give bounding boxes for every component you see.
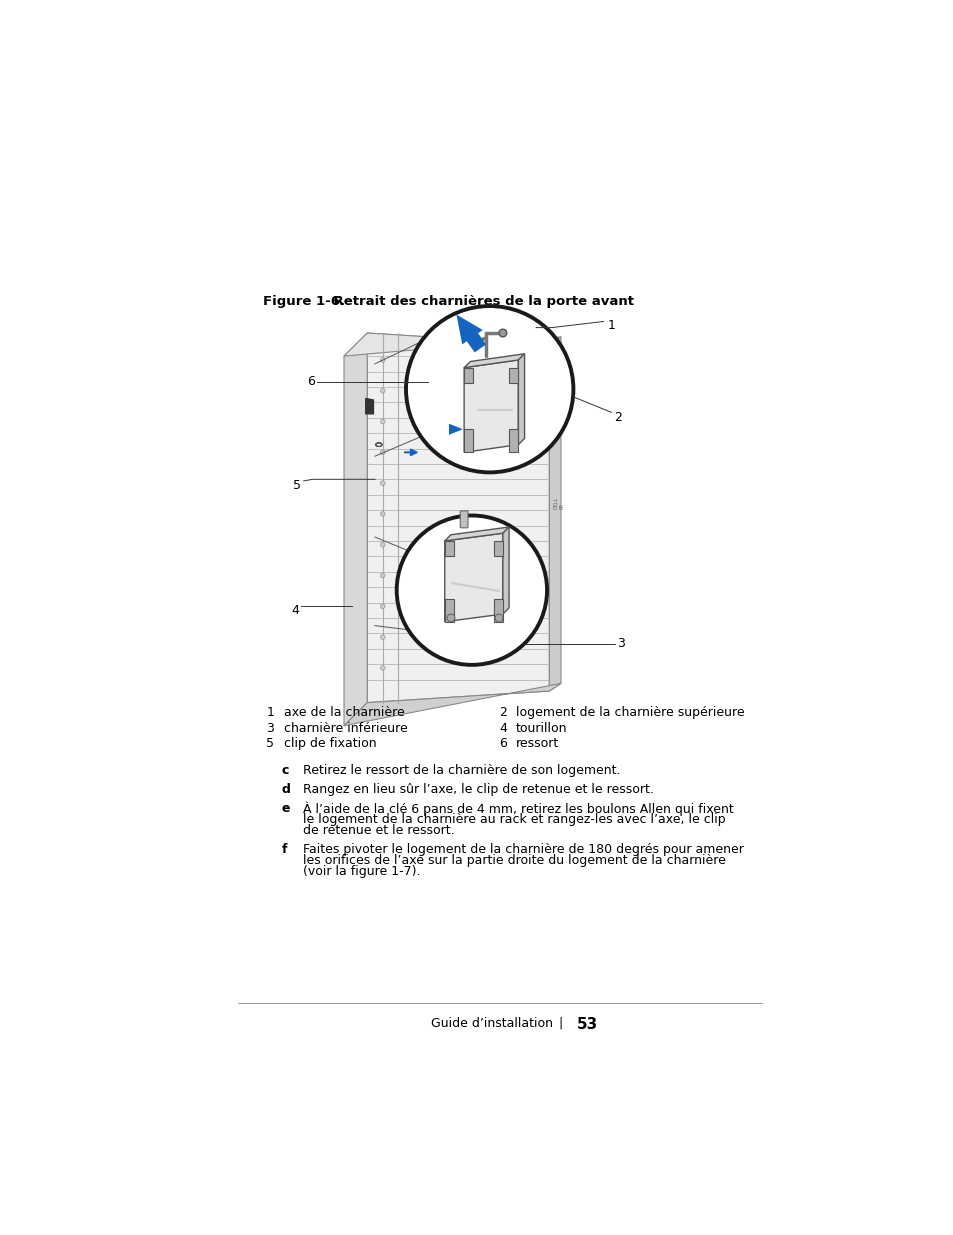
FancyBboxPatch shape [459,511,468,527]
Polygon shape [365,399,373,414]
Circle shape [380,480,385,485]
Text: 4: 4 [291,604,298,618]
Circle shape [380,542,385,547]
Text: Faites pivoter le logement de la charnière de 180 degrés pour amener: Faites pivoter le logement de la charniè… [303,844,743,856]
Polygon shape [464,359,517,452]
Polygon shape [509,368,517,383]
Polygon shape [493,599,502,621]
Text: Figure 1-6.: Figure 1-6. [262,294,344,308]
Text: le logement de la charnière au rack et rangez-les avec l’axe, le clip: le logement de la charnière au rack et r… [303,813,725,826]
Text: 3: 3 [617,637,625,651]
Polygon shape [344,333,367,726]
Polygon shape [444,527,509,541]
Text: 2: 2 [613,411,621,424]
Text: 6: 6 [498,737,506,750]
Circle shape [447,614,455,621]
Circle shape [380,666,385,671]
FancyArrowPatch shape [456,315,485,352]
Circle shape [498,330,506,337]
Text: Guide d’installation: Guide d’installation [431,1016,553,1030]
Circle shape [380,389,385,393]
Text: axe de la charnière: axe de la charnière [283,706,404,720]
Polygon shape [444,599,454,621]
Text: 1: 1 [607,319,615,332]
Text: (voir la figure 1-7).: (voir la figure 1-7). [303,866,420,878]
Polygon shape [367,333,549,703]
Polygon shape [493,541,502,556]
Circle shape [380,419,385,424]
Text: 2: 2 [498,706,506,720]
FancyArrowPatch shape [449,424,462,435]
Text: 5: 5 [294,479,301,493]
Text: charnière inférieure: charnière inférieure [283,721,407,735]
Circle shape [380,511,385,516]
Circle shape [495,614,502,621]
Polygon shape [464,368,473,383]
Text: de retenue et le ressort.: de retenue et le ressort. [303,824,454,837]
Polygon shape [344,683,560,726]
Text: DELL
PE: DELL PE [553,496,563,509]
Text: tourillon: tourillon [516,721,567,735]
Text: Retirez le ressort de la charnière de son logement.: Retirez le ressort de la charnière de so… [303,764,619,777]
Text: 5: 5 [266,737,274,750]
Circle shape [380,604,385,609]
Text: À l’aide de la clé 6 pans de 4 mm, retirez les boulons Allen qui fixent: À l’aide de la clé 6 pans de 4 mm, retir… [303,802,733,816]
Polygon shape [509,430,517,452]
Text: f: f [282,844,287,856]
Polygon shape [502,527,509,614]
Circle shape [380,450,385,454]
FancyArrowPatch shape [404,450,416,456]
Text: 6: 6 [306,375,314,388]
Circle shape [396,515,546,664]
Circle shape [406,306,573,472]
Text: c: c [282,764,289,777]
Polygon shape [444,534,502,621]
Text: ressort: ressort [516,737,558,750]
Text: clip de fixation: clip de fixation [283,737,375,750]
Text: Retrait des charnières de la porte avant: Retrait des charnières de la porte avant [315,294,634,308]
Circle shape [380,635,385,640]
Polygon shape [444,541,454,556]
Text: 3: 3 [266,721,274,735]
Text: |: | [558,1016,562,1030]
Polygon shape [464,430,473,452]
Text: 53: 53 [576,1016,598,1031]
Text: 4: 4 [498,721,506,735]
Text: Rangez en lieu sûr l’axe, le clip de retenue et le ressort.: Rangez en lieu sûr l’axe, le clip de ret… [303,783,653,797]
Circle shape [380,573,385,578]
Text: e: e [282,802,291,815]
Polygon shape [517,353,524,445]
Text: les orifices de l’axe sur la partie droite du logement de la charnière: les orifices de l’axe sur la partie droi… [303,855,725,867]
Circle shape [380,358,385,362]
Polygon shape [344,333,560,356]
Polygon shape [549,337,560,692]
Text: 1: 1 [266,706,274,720]
Polygon shape [464,353,524,368]
Text: d: d [282,783,291,797]
Text: logement de la charnière supérieure: logement de la charnière supérieure [516,706,744,720]
